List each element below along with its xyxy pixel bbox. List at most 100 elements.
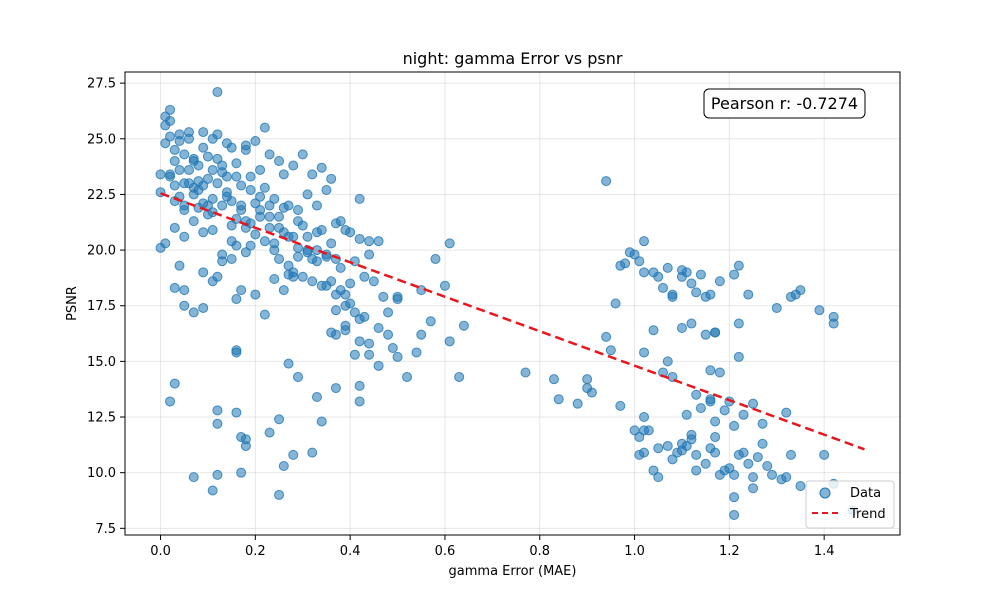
data-point [634,256,645,267]
data-point [387,343,398,354]
trend-line [160,192,865,451]
data-point [354,380,365,391]
data-point [733,351,744,362]
data-point [231,294,242,305]
data-point [240,140,251,151]
data-point [572,398,583,409]
data-point [255,164,266,175]
data-point [274,222,285,233]
data-point [411,347,422,358]
data-point [183,127,194,138]
data-point [354,193,365,204]
data-point [733,318,744,329]
data-point [283,358,294,369]
data-point [458,320,469,331]
pearson-annotation: Pearson r: -0.7274 [703,88,866,119]
data-point [179,178,190,189]
data-point [207,225,218,236]
data-point [738,409,749,420]
data-point [274,156,285,167]
data-point [444,336,455,347]
data-point [212,418,223,429]
data-point [169,156,180,167]
data-point [236,205,247,216]
data-point [364,236,375,247]
data-point [373,322,384,333]
data-point [819,449,830,460]
data-point [174,164,185,175]
y-tick-label: 25.0 [87,132,116,147]
data-point [160,138,171,149]
data-point [439,280,450,291]
y-tick-label: 22.5 [87,188,116,203]
data-point [207,207,218,218]
data-point [259,182,270,193]
data-point [302,231,313,242]
data-point [231,407,242,418]
data-point [662,440,673,451]
data-point [795,285,806,296]
data-point [354,233,365,244]
plot-frame [124,71,901,536]
data-point [217,160,228,171]
data-point [368,276,379,287]
x-tick-label: 0.2 [245,544,266,559]
data-point [814,305,825,316]
data-point [198,142,209,153]
data-point [316,162,327,173]
data-point [364,249,375,260]
data-point [255,191,266,202]
data-point [676,445,687,456]
data-point [634,449,645,460]
data-point [288,449,299,460]
data-point [193,176,204,187]
y-tick-label: 12.5 [87,411,116,426]
data-point [202,173,213,184]
data-point [217,200,228,211]
data-point [198,227,209,238]
data-point [444,238,455,249]
data-point [236,180,247,191]
data-point [828,318,839,329]
data-point [378,291,389,302]
data-point [321,184,332,195]
data-point [169,144,180,155]
data-point [653,472,664,483]
data-point [383,329,394,340]
data-point [264,427,275,438]
data-point [425,316,436,327]
data-point [169,378,180,389]
data-point [771,302,782,313]
data-point [620,258,631,269]
data-point [274,253,285,264]
data-point [648,325,659,336]
data-point [274,211,285,222]
y-tick-label: 15.0 [87,355,116,370]
chart-title: night: gamma Error vs psnr [403,49,623,68]
data-point [785,449,796,460]
x-tick-label: 1.2 [719,544,740,559]
data-point [354,314,365,325]
data-point [269,238,280,249]
data-point [681,267,692,278]
data-point [259,236,270,247]
data-point [274,489,285,500]
data-point [255,205,266,216]
data-point [373,360,384,371]
data-point [520,367,531,378]
data-point [188,472,199,483]
data-point [212,129,223,140]
data-point [757,418,768,429]
data-point [311,200,322,211]
x-tick-label: 0.6 [435,544,456,559]
x-axis-label: gamma Error (MAE) [449,564,577,579]
data-point [240,434,251,445]
legend-label-data: Data [850,486,881,501]
data-point [169,282,180,293]
legend-marker-data [819,487,831,499]
data-point [259,309,270,320]
data-point [278,285,289,296]
data-point [169,222,180,233]
data-point [264,149,275,160]
data-point [236,285,247,296]
